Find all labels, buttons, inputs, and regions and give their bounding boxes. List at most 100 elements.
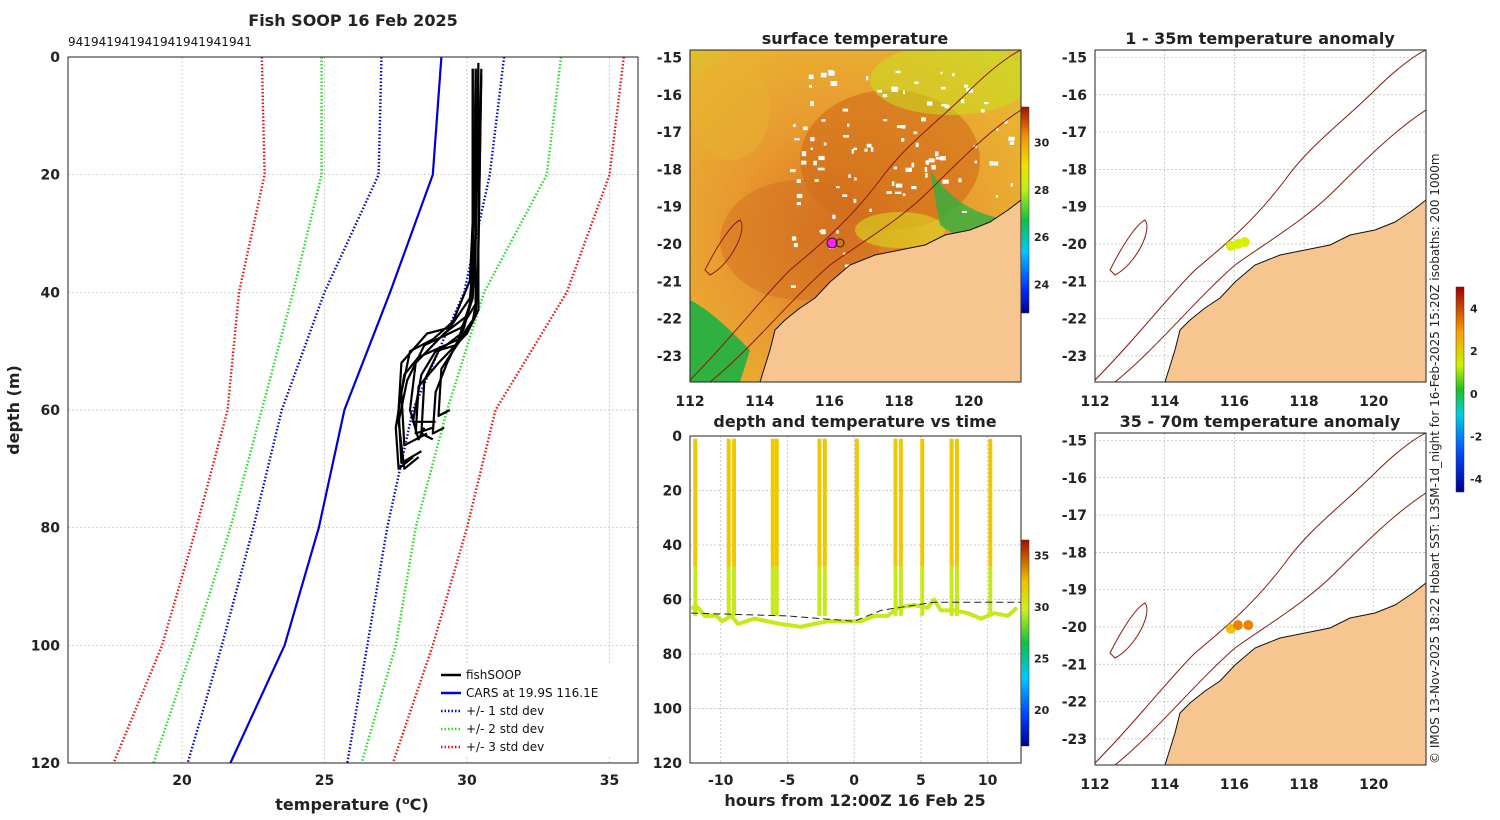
cloud-pixel (870, 147, 874, 152)
sst-title: surface temperature (762, 29, 949, 48)
colorbar-tick-label: -4 (1470, 473, 1483, 486)
legend-label: CARS at 19.9S 116.1E (466, 686, 598, 700)
cloud-pixel (894, 191, 902, 194)
y-tick-label: -23 (1062, 349, 1087, 365)
depth-time-title: depth and temperature vs time (713, 412, 996, 431)
cloud-pixel (901, 138, 905, 142)
legend-label: fishSOOP (466, 668, 521, 682)
profile-grid (68, 56, 638, 764)
cloud-pixel (818, 155, 825, 161)
cast-count-label: 941 (68, 35, 91, 49)
cloud-pixel (803, 126, 808, 131)
cloud-pixel (911, 186, 917, 190)
y-tick-label: -22 (1062, 312, 1087, 328)
anomaly-map-35-70m: 35 - 70m temperature anomaly 112 114 116 11… (1062, 412, 1427, 793)
cast-line (394, 68, 474, 470)
x-tick-label: 30 (457, 773, 477, 789)
cloud-pixel (791, 236, 797, 241)
y-tick-label: 20 (663, 484, 683, 500)
cloud-pixel (895, 70, 901, 74)
anomaly-colorbar (1455, 286, 1465, 493)
colorbar-tick-label: 4 (1470, 302, 1478, 315)
y-tick-label: -20 (657, 237, 683, 253)
sst-map-area (690, 50, 1021, 382)
sst-warm-patch (720, 180, 880, 300)
cloud-pixel (801, 160, 807, 165)
colorbar-tick-label: 20 (1034, 704, 1050, 717)
cloud-pixel (940, 71, 943, 75)
legend-box (436, 664, 616, 756)
depth-time-colorbar (1020, 539, 1030, 747)
depth-time-chart: depth and temperature vs time -10 -5 0 5 100… (653, 412, 1050, 810)
x-tick-label: -10 (708, 773, 734, 789)
y-tick-label: -17 (1062, 508, 1087, 524)
cloud-pixel (952, 73, 955, 77)
cloud-pixel (925, 160, 929, 165)
anomaly-frame (1094, 432, 1427, 766)
x-tick-label: 112 (675, 394, 704, 410)
cloud-pixel (961, 210, 967, 213)
y-tick-label: -23 (657, 349, 682, 365)
cloud-pixel (823, 142, 827, 146)
land-sst (759, 199, 1021, 382)
cast-line (437, 74, 483, 417)
y-tick-label: 100 (31, 638, 60, 654)
cloud-pixel (847, 123, 850, 127)
y-tick-label: -18 (1062, 162, 1087, 178)
y-tick-label: -16 (657, 88, 682, 104)
cloud-pixel (893, 166, 897, 170)
cloud-pixel (896, 125, 903, 129)
cloud-pixel (813, 160, 817, 166)
profile-legend: fishSOOP CARS at 19.9S 116.1E +/- 1 std de… (436, 664, 616, 756)
cloud-pixel (821, 119, 826, 122)
anomaly-frame (1094, 49, 1427, 383)
ship-position-marker (826, 237, 838, 249)
cloud-pixel (993, 161, 999, 166)
anomaly-1-35-title: 1 - 35m temperature anomaly (1125, 29, 1395, 48)
cast-count-label: 941 (91, 35, 114, 49)
y-tick-label: 100 (653, 702, 682, 718)
cloud-pixel (935, 157, 942, 160)
cloud-pixel (964, 84, 969, 88)
x-tick-label: 10 (978, 773, 998, 789)
y-tick-label: 80 (41, 521, 61, 537)
anomaly-map-area (1095, 50, 1426, 382)
cloud-pixel (924, 167, 928, 172)
cloud-pixel (901, 125, 906, 129)
cast-count-label: 941 (114, 35, 137, 49)
cloud-pixel (864, 148, 868, 152)
cloud-pixel (925, 173, 928, 178)
colorbar-tick-label: 35 (1034, 549, 1049, 562)
cloud-pixel (915, 142, 919, 147)
colorbar-tick-label: -2 (1470, 430, 1482, 443)
profile-xlabel: temperature (oC) (275, 794, 428, 814)
y-tick-label: -15 (1062, 433, 1087, 449)
cast-count-label: 941 (137, 35, 160, 49)
cloud-pixel (809, 85, 812, 88)
x-tick-label: 118 (884, 394, 913, 410)
cloud-pixel (842, 108, 849, 112)
sst-cool-coast (690, 300, 750, 382)
series-line (229, 56, 443, 764)
colorbar-tick-label: 26 (1034, 231, 1050, 244)
y-tick-label: -15 (657, 50, 682, 66)
cloud-pixel (793, 124, 796, 127)
sst-ticks: 112 114 116 118 120 -15 -16 -17 -18 -19 -20 -21 -22 -… (657, 50, 984, 410)
x-tick-label: 20 (172, 773, 192, 789)
y-tick-label: 20 (41, 168, 61, 184)
cloud-pixel (790, 285, 796, 288)
plateau-outline (704, 219, 743, 276)
profile-chart: Fish SOOP 16 Feb 2025 941 941 941 941 941 941… (4, 11, 639, 814)
x-tick-label: 5 (916, 773, 926, 789)
cloud-pixel (996, 128, 999, 131)
cloud-pixel (1010, 183, 1013, 187)
cloud-pixel (853, 147, 858, 151)
x-tick-label: 114 (1150, 777, 1179, 793)
y-tick-label: 120 (653, 756, 682, 772)
x-tick-label: 116 (1220, 394, 1249, 410)
anomaly-35-70-title: 35 - 70m temperature anomaly (1120, 412, 1401, 431)
cloud-pixel (869, 208, 872, 212)
cloud-pixel (830, 81, 838, 86)
y-tick-label: -15 (1062, 50, 1087, 66)
cloud-pixel (891, 89, 898, 92)
